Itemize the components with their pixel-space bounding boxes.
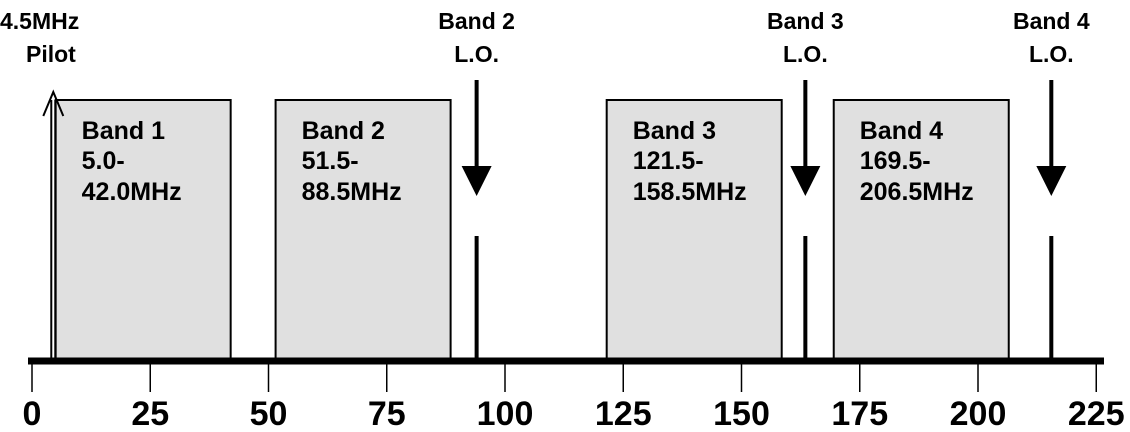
band-1-label: Band 1 [82,117,165,145]
lo-2-label-band: Band 2 [438,8,515,34]
band-2-label: Band 2 [302,117,385,145]
axis-tick-label-225: 225 [1068,395,1125,432]
lo-3-label-lo: L.O. [783,41,828,67]
band-1-range-start: 5.0- [82,147,125,175]
bands-layer: Band 15.0- 42.0MHz Band 251.5- 88.5MHz Band … [56,100,1009,361]
axis-tick-label-0: 0 [23,395,42,432]
frequency-axis: 0 25 50 75 100 125 150 175 200 225 [23,361,1125,432]
axis-tick-label-75: 75 [368,395,406,432]
lo-4-label-band: Band 4 [1013,8,1090,34]
band-3-label: Band 3 [633,117,716,145]
band-4-range-start: 169.5- [860,147,931,175]
lo-2-arrow-head [462,166,492,196]
axis-tick-label-25: 25 [131,395,169,432]
pilot-label-name: Pilot [26,41,76,67]
pilot-label-freq: 4.5MHz [0,8,79,34]
axis-tick-label-125: 125 [595,395,652,432]
band-1-range-end: 42.0MHz [82,178,182,206]
band-2-range-start: 51.5- [302,147,359,175]
band-3-range-end: 158.5MHz [633,178,747,206]
axis-tick-label-175: 175 [831,395,888,432]
lo-4-arrow-head [1036,166,1066,196]
lo-2-label-lo: L.O. [454,41,499,67]
band-4-range-end: 206.5MHz [860,178,974,206]
lo-3-arrow-head [790,166,820,196]
lo-3-label-band: Band 3 [767,8,844,34]
axis-tick-label-50: 50 [250,395,288,432]
band-3-range-start: 121.5- [633,147,704,175]
axis-tick-label-200: 200 [950,395,1007,432]
axis-tick-label-150: 150 [713,395,770,432]
axis-tick-label-100: 100 [477,395,534,432]
band-2-range-end: 88.5MHz [302,178,402,206]
band-4-label: Band 4 [860,117,943,145]
lo-4-label-lo: L.O. [1029,41,1074,67]
